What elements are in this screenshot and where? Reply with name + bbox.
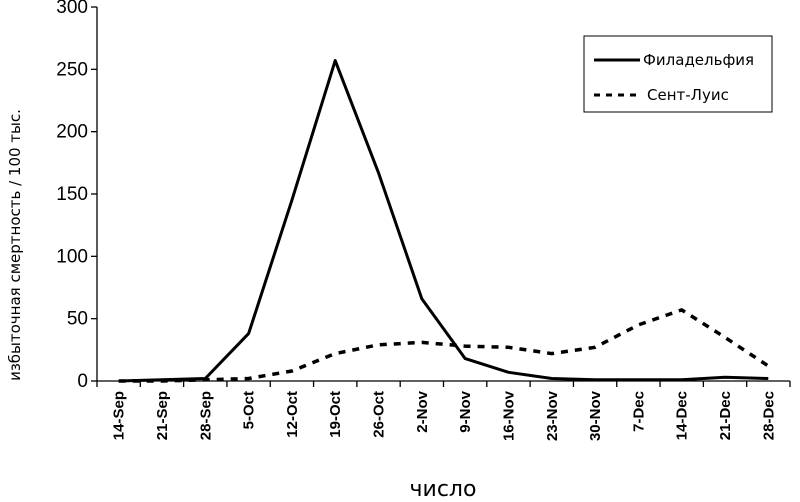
legend-box	[583, 35, 773, 113]
y-tick-label: 200	[56, 122, 88, 143]
x-tick-label: 21-Dec	[717, 391, 734, 440]
x-tick-label: 2-Nov	[414, 390, 431, 432]
y-tick-label: 100	[56, 246, 88, 267]
x-tick-label: 7-Dec	[630, 391, 647, 432]
series-line-st-louis	[118, 308, 770, 383]
x-tick-label: 14-Sep	[111, 391, 128, 440]
legend-label-st-louis: Сент-Луис	[647, 86, 729, 104]
x-tick-label: 28-Dec	[760, 391, 777, 440]
x-tick-label: 14-Dec	[674, 391, 691, 440]
legend-label-philadelphia: Филадельфия	[643, 51, 754, 69]
x-tick-label: 30-Nov	[587, 390, 604, 441]
x-tick-label: 5-Oct	[241, 391, 258, 429]
x-tick-label: 12-Oct	[284, 391, 301, 438]
y-axis: 0 50 100 150 200 250 300	[56, 0, 98, 392]
y-tick-label: 50	[67, 309, 88, 330]
x-tick-label: 26-Oct	[371, 391, 388, 438]
legend: Филадельфия Сент-Луис	[583, 35, 773, 113]
x-tick-label: 23-Nov	[544, 390, 561, 441]
y-tick-label: 150	[56, 184, 88, 205]
y-tick-label: 300	[56, 0, 88, 18]
x-tick-label: 21-Sep	[154, 391, 171, 440]
series-layer	[118, 59, 770, 383]
x-tick-label: 16-Nov	[500, 390, 517, 441]
series-line-philadelphia	[118, 59, 769, 383]
y-tick-label: 0	[77, 371, 88, 392]
x-axis-title: число	[410, 477, 477, 502]
x-tick-label: 19-Oct	[327, 391, 344, 438]
x-axis: 14-Sep 21-Sep 28-Sep 5-Oct 12-Oct 19-Oct 26-Oc…	[96, 380, 791, 441]
x-tick-label: 28-Sep	[197, 391, 214, 440]
x-tick-label: 9-Nov	[457, 390, 474, 432]
y-axis-title: избыточная смертность / 100 тыс.	[6, 109, 24, 381]
y-tick-label: 250	[56, 59, 88, 80]
